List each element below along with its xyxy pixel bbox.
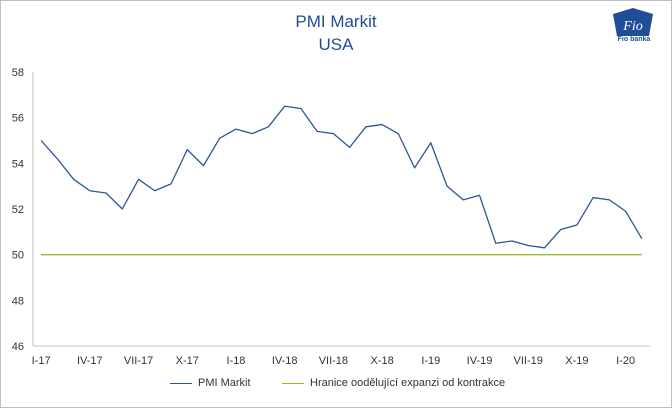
x-tick-label: IV-19 [467,355,493,367]
x-axis-ticks: I-17 IV-17 VII-17 X-17 I-18 IV-18 VII-18 X-18 I-… [32,355,635,367]
x-tick-label: VII-18 [319,355,348,367]
x-tick-label: VII-17 [124,355,153,367]
legend-label-pmi: PMI Markit [198,377,251,389]
x-tick-label: IV-18 [272,355,298,367]
fio-banka-logo: Fio [613,8,653,36]
y-tick-label: 54 [12,158,24,170]
y-tick-label: 58 [12,67,24,79]
chart-subtitle: USA [318,35,354,54]
legend-item-pmi: PMI Markit [170,377,251,389]
y-tick-label: 46 [12,341,24,353]
chart-title: PMI Markit [295,12,377,31]
x-tick-label: I-18 [226,355,245,367]
logo-glyph: Fio [622,19,642,34]
y-tick-label: 56 [12,113,24,125]
legend: PMI Markit Hranice oodělující expanzi od… [0,377,672,393]
x-tick-label: X-18 [370,355,393,367]
x-tick-label: X-17 [176,355,199,367]
logo-text: Fio banka [617,36,651,43]
x-tick-label: IV-17 [77,355,103,367]
x-tick-label: I-17 [32,355,51,367]
y-tick-label: 50 [12,250,24,262]
legend-swatch-pmi [170,382,192,384]
legend-label-threshold: Hranice oodělující expanzi od kontrakce [310,377,506,389]
legend-item-threshold: Hranice oodělující expanzi od kontrakce [282,377,505,389]
legend-swatch-threshold [282,382,304,384]
x-tick-label: X-19 [565,355,588,367]
y-axis-ticks: 46 48 50 52 54 56 58 [12,67,24,353]
x-tick-label: VII-19 [514,355,543,367]
x-tick-label: I-20 [616,355,635,367]
y-tick-label: 48 [12,295,24,307]
series-line-pmi [40,105,643,249]
x-tick-label: I-19 [421,355,440,367]
y-tick-label: 52 [12,204,24,216]
